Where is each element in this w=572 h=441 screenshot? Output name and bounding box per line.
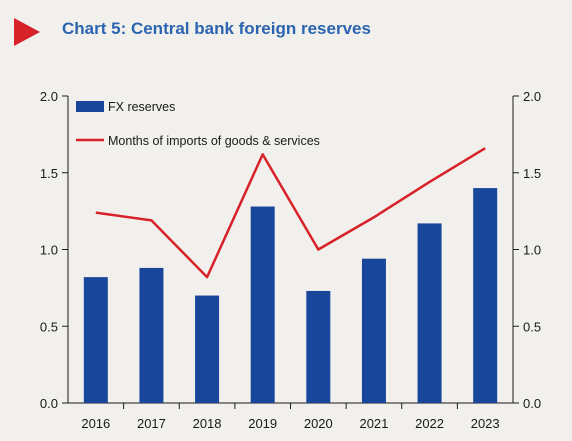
- x-tick-label: 2017: [137, 416, 166, 431]
- legend: FX reserves Months of imports of goods & …: [76, 100, 320, 148]
- chart-title: Chart 5: Central bank foreign reserves: [62, 19, 371, 38]
- bar: [306, 290, 331, 403]
- left-tick-label: 1.0: [40, 243, 58, 258]
- right-tick-label: 1.0: [523, 243, 541, 258]
- x-tick-label: 2022: [415, 416, 444, 431]
- legend-label-fx-reserves: FX reserves: [108, 100, 175, 114]
- x-tick-label: 2016: [81, 416, 110, 431]
- left-tick-label: 0.0: [40, 396, 58, 411]
- bar: [250, 206, 275, 403]
- left-tick-label: 1.5: [40, 166, 58, 181]
- x-tick-label: 2021: [359, 416, 388, 431]
- ticks-layer: 0.0 0.0 0.5 0.5 1.0 1.0 1.5 1.5 2.0 2.0 2016 2017 20…: [40, 89, 541, 431]
- right-tick-label: 0.5: [523, 319, 541, 334]
- right-tick-label: 1.5: [523, 166, 541, 181]
- line-layer: [95, 147, 486, 279]
- left-tick-label: 2.0: [40, 89, 58, 104]
- x-tick-label: 2018: [193, 416, 222, 431]
- x-tick-label: 2019: [248, 416, 277, 431]
- x-tick-label: 2023: [471, 416, 500, 431]
- bar: [417, 223, 442, 403]
- x-tick-label: 2020: [304, 416, 333, 431]
- legend-label-months-imports: Months of imports of goods & services: [108, 134, 320, 148]
- chart-title-row: Chart 5: Central bank foreign reserves: [0, 14, 572, 50]
- bar: [139, 267, 164, 403]
- title-arrow-icon: [14, 18, 40, 46]
- bar: [361, 258, 386, 403]
- legend-bar-swatch: [76, 101, 104, 112]
- series-line: [95, 147, 486, 279]
- bar: [473, 188, 498, 403]
- right-tick-label: 0.0: [523, 396, 541, 411]
- bar: [83, 277, 108, 403]
- bars-layer: [83, 188, 498, 403]
- bar: [195, 295, 220, 403]
- right-tick-label: 2.0: [523, 89, 541, 104]
- left-tick-label: 0.5: [40, 319, 58, 334]
